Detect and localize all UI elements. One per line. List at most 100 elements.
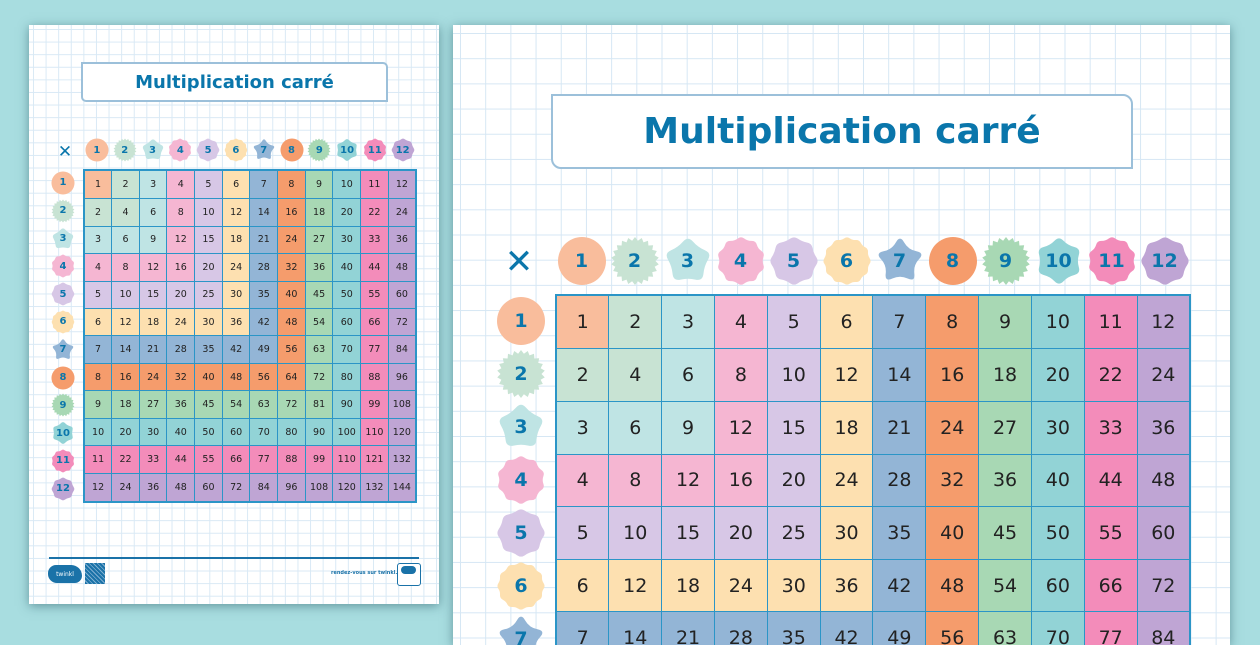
table-cell: 100 [333,418,361,445]
table-cell: 22 [112,446,140,473]
table-cell: 12 [714,401,767,454]
number-badge-5: 5 [496,508,546,558]
table-cell: 48 [1137,454,1190,507]
number-badge-12: 12 [51,477,75,501]
number-badge-8: 8 [51,366,75,390]
table-cell: 60 [195,473,223,502]
footer-divider [49,557,419,559]
table-cell: 6 [662,349,715,402]
table-cell: 30 [820,507,873,560]
table-cell: 84 [250,473,278,502]
table-cell: 36 [1137,401,1190,454]
table-cell: 45 [979,507,1032,560]
table-cell: 12 [820,349,873,402]
table-cell: 90 [305,418,333,445]
badge-number: 1 [575,250,588,272]
table-cell: 16 [278,199,306,226]
table-cell: 84 [388,336,416,363]
table-cell: 72 [278,391,306,418]
table-cell: 5 [767,295,820,349]
table-cell: 55 [1084,507,1137,560]
table-cell: 16 [112,363,140,390]
table-cell: 42 [250,308,278,335]
table-cell: 14 [873,349,926,402]
table-cell: 60 [1137,507,1190,560]
badge-number: 9 [60,400,67,411]
table-cell: 40 [333,254,361,281]
badge-number: 11 [1098,250,1124,272]
table-cell: 45 [195,391,223,418]
table-cell: 3 [556,401,609,454]
table-cell: 21 [873,401,926,454]
table-cell: 4 [556,454,609,507]
badge-number: 3 [60,233,67,244]
table-cell: 54 [305,308,333,335]
badge-number: 2 [514,363,527,385]
table-cell: 18 [222,226,250,253]
table-cell: 18 [820,401,873,454]
table-cell: 28 [167,336,195,363]
table-cell: 36 [167,391,195,418]
number-badge-4: 4 [716,236,766,286]
table-cell: 77 [361,336,389,363]
table-cell: 12 [139,254,167,281]
table-cell: 7 [84,336,112,363]
number-badge-5: 5 [51,282,75,306]
table-cell: 24 [1137,349,1190,402]
table-cell: 5 [84,281,112,308]
table-cell: 14 [609,612,662,645]
table-cell: 33 [139,446,167,473]
table-cell: 15 [662,507,715,560]
number-badge-2: 2 [113,138,137,162]
page-title-large: Multiplication carré [643,111,1040,152]
table-cell: 12 [388,170,416,199]
footer-link-text: rendez-vous sur twinkl.fr [331,570,402,576]
table-cell: 72 [305,363,333,390]
table-cell: 28 [873,454,926,507]
number-badge-8: 8 [928,236,978,286]
table-cell: 8 [278,170,306,199]
table-cell: 30 [222,281,250,308]
badge-number: 7 [514,628,527,645]
table-cell: 30 [139,418,167,445]
table-cell: 20 [767,454,820,507]
table-cell: 15 [139,281,167,308]
table-cell: 1 [84,170,112,199]
table-cell: 11 [84,446,112,473]
table-cell: 6 [556,559,609,612]
table-cell: 84 [1137,612,1190,645]
table-cell: 18 [305,199,333,226]
table-cell: 40 [926,507,979,560]
table-cell: 9 [662,401,715,454]
number-badge-2: 2 [51,199,75,223]
table-cell: 24 [112,473,140,502]
badge-number: 10 [1045,250,1071,272]
badge-number: 10 [340,145,354,156]
badge-number: 5 [787,250,800,272]
table-cell: 96 [388,363,416,390]
number-badge-1: 1 [85,138,109,162]
table-cell: 64 [278,363,306,390]
table-cell: 44 [361,254,389,281]
table-cell: 2 [112,170,140,199]
table-cell: 63 [305,336,333,363]
badge-number: 5 [514,522,527,544]
badge-number: 4 [514,469,527,491]
table-cell: 40 [195,363,223,390]
table-cell: 40 [1031,454,1084,507]
number-badge-11: 11 [51,449,75,473]
table-cell: 12 [1137,295,1190,349]
table-cell: 22 [1084,349,1137,402]
number-badge-10: 10 [51,421,75,445]
table-cell: 11 [1084,295,1137,349]
table-cell: 20 [1031,349,1084,402]
table-cell: 18 [662,559,715,612]
number-badge-1: 1 [51,171,75,195]
